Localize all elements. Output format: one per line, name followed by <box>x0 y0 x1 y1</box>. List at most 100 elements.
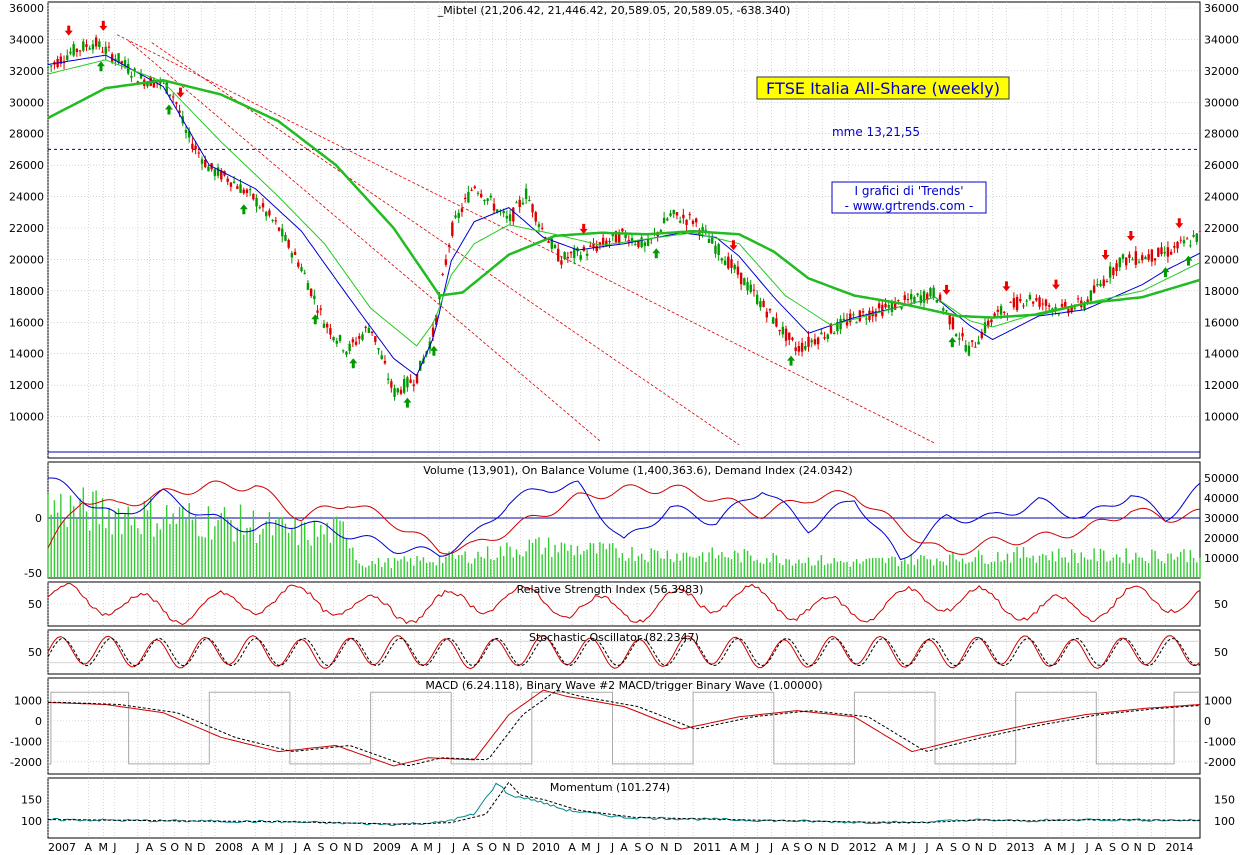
candle-body <box>1166 247 1170 257</box>
candle-body <box>1118 257 1121 268</box>
candle-body <box>829 323 833 334</box>
candle-body <box>717 244 720 256</box>
candle-body <box>460 208 464 213</box>
x-tick-label: O <box>645 841 654 854</box>
candle-body <box>171 96 175 98</box>
candle-body <box>88 48 91 50</box>
candle-body <box>393 388 396 398</box>
candle-body <box>293 252 297 255</box>
x-tick-label: 2014 <box>1165 841 1193 854</box>
x-tick-label: M <box>898 841 908 854</box>
candle-body <box>165 82 168 94</box>
rsi-header: Relative Strength Index (56.3983) <box>517 583 704 596</box>
y-tick-label-left: 20000 <box>9 253 44 266</box>
candle-body <box>419 360 422 371</box>
sell-arrow-icon <box>176 87 185 98</box>
macd-line <box>47 689 1201 767</box>
x-tick-label: O <box>170 841 179 854</box>
candle-body <box>374 336 377 342</box>
trend-line <box>151 42 740 446</box>
candle-body <box>1102 279 1105 286</box>
candle-body <box>640 237 643 248</box>
candle-body <box>682 214 685 219</box>
candle-body <box>197 152 201 154</box>
x-tick-label: 2013 <box>1006 841 1034 854</box>
candle-body <box>861 311 865 313</box>
y-tick-label-left: 12000 <box>9 379 44 392</box>
candle-body <box>794 347 797 351</box>
candle-body <box>1173 245 1176 248</box>
volume-tick-left: -50 <box>24 567 42 580</box>
x-tick-label: S <box>477 841 484 854</box>
y-tick-label-right: 30000 <box>1204 96 1239 109</box>
candle-body <box>916 293 919 296</box>
x-tick-label: J <box>279 841 283 854</box>
candle-body <box>1092 285 1096 293</box>
candle-body <box>1060 303 1064 307</box>
candle-body <box>107 46 111 48</box>
x-tick-label: A <box>620 841 628 854</box>
candle-body <box>512 207 515 222</box>
candle-body <box>557 248 560 262</box>
candle-body <box>749 284 752 293</box>
y-tick-label-left: 34000 <box>9 33 44 46</box>
candle-body <box>739 272 743 285</box>
y-tick-label-left: 14000 <box>9 348 44 361</box>
volume-tick-right: 10000 <box>1204 552 1239 565</box>
candle-body <box>457 212 460 218</box>
buy-arrow-icon <box>652 248 661 259</box>
momentum-header: Momentum (101.274) <box>550 781 670 794</box>
x-tick-label: J <box>610 841 614 854</box>
candle-body <box>473 186 476 189</box>
candle-body <box>675 212 679 216</box>
candle-body <box>935 300 939 303</box>
candle-body <box>178 110 181 113</box>
candle-body <box>1022 305 1025 307</box>
sell-arrow-icon <box>1175 218 1184 229</box>
candle-body <box>483 199 486 202</box>
candle-body <box>75 48 79 53</box>
volume-tick-right: 30000 <box>1204 512 1239 525</box>
candle-body <box>184 130 188 133</box>
x-tick-label: N <box>502 841 510 854</box>
x-tick-label: J <box>451 841 455 854</box>
macd-tick-left: 0 <box>35 715 42 728</box>
candle-body <box>486 198 489 202</box>
x-tick-label: O <box>329 841 338 854</box>
ema-note: mme 13,21,55 <box>832 125 920 139</box>
candle-body <box>431 327 435 337</box>
candle-body <box>1124 257 1128 266</box>
x-tick-label: J <box>755 841 759 854</box>
x-tick-label: A <box>252 841 260 854</box>
candle-body <box>938 294 942 302</box>
candle-body <box>248 189 252 191</box>
candle-body <box>929 288 932 297</box>
candle-body <box>277 227 281 231</box>
candle-body <box>865 318 868 320</box>
candle-body <box>402 379 406 393</box>
candle-body <box>887 305 890 308</box>
candle-body <box>813 339 817 345</box>
candle-body <box>207 166 210 172</box>
candle-body <box>1157 247 1160 257</box>
candle-body <box>518 199 521 207</box>
candle-body <box>900 307 903 309</box>
candle-body <box>948 315 951 325</box>
candle-body <box>508 214 512 222</box>
candle-body <box>505 216 509 219</box>
candle-body <box>194 145 197 150</box>
x-tick-label: A <box>730 841 738 854</box>
candle-body <box>1083 304 1086 309</box>
candle-body <box>444 259 448 265</box>
candle-body <box>316 310 319 313</box>
macd-tick-left: -1000 <box>10 735 42 748</box>
candle-body <box>999 306 1003 315</box>
candle-body <box>415 374 419 384</box>
candle-body <box>643 242 647 247</box>
buy-arrow-icon <box>429 345 438 356</box>
candle-body <box>595 245 598 252</box>
candle-body <box>970 340 974 342</box>
x-tick-label: 2011 <box>693 841 721 854</box>
x-tick-label: N <box>818 841 826 854</box>
